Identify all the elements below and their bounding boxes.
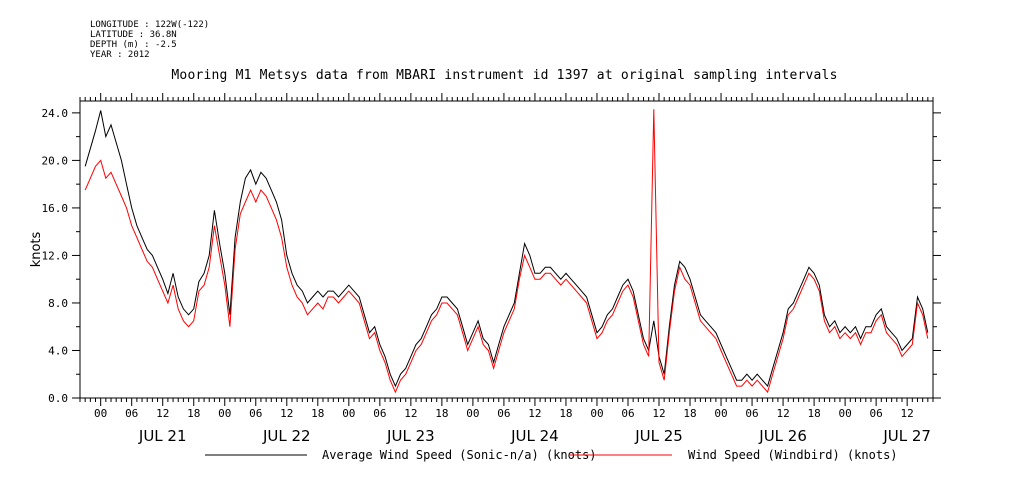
- y-tick-label: 12.0: [42, 249, 69, 262]
- y-tick-label: 20.0: [42, 154, 69, 167]
- x-day-label: JUL 27: [882, 427, 931, 445]
- y-tick-label: 16.0: [42, 202, 69, 215]
- x-tick-label: 12: [901, 407, 914, 420]
- axis-ticks: [72, 93, 941, 406]
- x-tick-label: 00: [838, 407, 851, 420]
- x-tick-label: 18: [311, 407, 324, 420]
- x-tick-label: 00: [218, 407, 231, 420]
- depth-text: DEPTH (m) : -2.5: [90, 40, 177, 50]
- y-tick-label: 24.0: [42, 107, 69, 120]
- legend-label-windbird-speed: Wind Speed (Windbird) (knots): [688, 448, 898, 462]
- x-day-label: JUL 23: [386, 427, 435, 445]
- x-tick-label: 12: [652, 407, 665, 420]
- longitude-text: LONGITUDE : 122W(-122): [90, 20, 210, 30]
- x-day-label: JUL 26: [758, 427, 807, 445]
- year-text: YEAR : 2012: [90, 50, 150, 60]
- x-tick-label: 12: [528, 407, 541, 420]
- legend: Average Wind Speed (Sonic-n/a) (knots) W…: [205, 448, 898, 462]
- series-line-windbird-speed: [84, 109, 929, 394]
- x-tick-label: 00: [94, 407, 107, 420]
- legend-label-average-wind-speed: Average Wind Speed (Sonic-n/a) (knots): [322, 448, 597, 462]
- x-tick-label: 06: [745, 407, 758, 420]
- plot-frame: [79, 100, 934, 399]
- y-tick-label: 0.0: [48, 392, 68, 405]
- x-tick-label: 00: [590, 407, 603, 420]
- x-tick-label: 18: [807, 407, 820, 420]
- x-tick-label: 06: [870, 407, 883, 420]
- x-tick-label: 18: [559, 407, 572, 420]
- x-tick-label: 06: [621, 407, 634, 420]
- x-tick-label: 00: [342, 407, 355, 420]
- x-tick-label: 12: [280, 407, 293, 420]
- x-tick-label: 18: [435, 407, 448, 420]
- series-layer: [84, 109, 929, 394]
- axis-labels: 00 06 12 18 00 06 12 18 00 06 12 18 00 06 12 18 00 06 12 18…: [42, 107, 931, 445]
- x-tick-label: 12: [156, 407, 169, 420]
- x-tick-label: 12: [404, 407, 417, 420]
- metadata-block: LONGITUDE : 122W(-122) LATITUDE : 36.8N …: [90, 20, 209, 60]
- x-day-label: JUL 21: [138, 427, 187, 445]
- x-day-label: JUL 24: [510, 427, 559, 445]
- x-tick-label: 06: [373, 407, 386, 420]
- y-tick-label: 8.0: [48, 297, 68, 310]
- y-axis-title: knots: [29, 231, 44, 267]
- chart-title: Mooring M1 Metsys data from MBARI instru…: [171, 68, 838, 83]
- x-tick-label: 06: [497, 407, 510, 420]
- series-line-average-wind-speed: [84, 110, 929, 388]
- x-day-label: JUL 22: [262, 427, 311, 445]
- x-tick-label: 00: [466, 407, 479, 420]
- x-tick-label: 06: [125, 407, 138, 420]
- x-tick-label: 06: [249, 407, 262, 420]
- x-tick-label: 18: [683, 407, 696, 420]
- x-day-label: JUL 25: [634, 427, 683, 445]
- x-tick-label: 18: [187, 407, 200, 420]
- x-tick-label: 12: [776, 407, 789, 420]
- latitude-text: LATITUDE : 36.8N: [90, 30, 177, 40]
- x-tick-label: 00: [714, 407, 727, 420]
- y-tick-label: 4.0: [48, 344, 68, 357]
